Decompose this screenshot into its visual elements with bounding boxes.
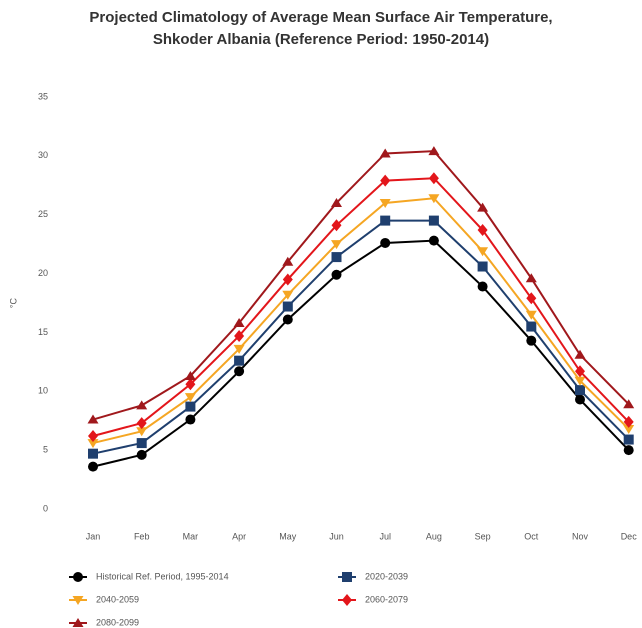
marker xyxy=(526,292,537,305)
marker xyxy=(136,438,147,449)
marker xyxy=(72,596,84,605)
marker xyxy=(331,197,342,207)
series-line xyxy=(92,197,630,445)
marker xyxy=(331,269,342,280)
marker xyxy=(88,448,98,459)
legend-label: Historical Ref. Period, 1995-2014 xyxy=(96,571,229,581)
marker xyxy=(575,385,585,396)
x-tick-label: Nov xyxy=(572,531,589,541)
marker xyxy=(623,434,634,445)
marker xyxy=(525,310,537,320)
marker xyxy=(428,215,439,226)
y-tick-label: 35 xyxy=(38,91,48,101)
marker xyxy=(477,281,488,292)
series-line xyxy=(92,177,630,437)
marker xyxy=(282,301,293,312)
marker xyxy=(87,439,99,449)
marker xyxy=(331,252,342,263)
x-tick-label: Apr xyxy=(232,531,246,541)
marker xyxy=(88,461,98,472)
marker xyxy=(380,215,391,226)
y-axis-label: °C xyxy=(8,297,18,308)
marker xyxy=(136,427,148,437)
x-tick-label: Dec xyxy=(621,531,638,541)
marker xyxy=(623,399,635,409)
marker xyxy=(380,237,391,248)
marker xyxy=(575,394,585,405)
marker xyxy=(526,321,537,332)
series-line xyxy=(92,239,630,468)
marker xyxy=(623,445,634,456)
marker xyxy=(331,219,342,232)
x-tick-label: Jan xyxy=(86,531,101,541)
marker xyxy=(477,247,489,257)
y-tick-label: 20 xyxy=(38,268,48,278)
x-tick-label: Feb xyxy=(134,531,150,541)
marker xyxy=(282,290,294,300)
y-tick-label: 10 xyxy=(38,386,48,396)
x-tick-label: Jul xyxy=(379,531,391,541)
marker xyxy=(477,202,489,212)
marker xyxy=(234,366,245,377)
marker xyxy=(379,148,391,158)
chart-title: Projected Climatology of Average Mean Su… xyxy=(89,9,552,26)
marker xyxy=(234,329,245,342)
marker xyxy=(87,414,99,424)
marker xyxy=(574,376,586,386)
marker xyxy=(526,335,537,346)
marker xyxy=(73,572,83,582)
marker xyxy=(136,417,147,430)
marker xyxy=(136,400,148,410)
legend-label: 2020-2039 xyxy=(365,571,408,581)
marker xyxy=(234,355,245,366)
y-tick-label: 5 xyxy=(43,445,48,455)
marker xyxy=(428,172,439,185)
y-tick-label: 25 xyxy=(38,209,48,219)
marker xyxy=(428,146,440,156)
marker xyxy=(477,224,488,237)
legend-label: 2080-2099 xyxy=(96,617,139,627)
marker xyxy=(623,415,634,428)
marker xyxy=(380,174,391,187)
marker xyxy=(282,273,293,286)
x-tick-label: Jun xyxy=(329,531,344,541)
y-tick-label: 30 xyxy=(38,150,48,160)
marker xyxy=(233,318,245,328)
x-tick-label: Oct xyxy=(524,531,539,541)
x-tick-label: Aug xyxy=(426,531,442,541)
marker xyxy=(184,370,196,380)
marker xyxy=(88,430,98,443)
marker xyxy=(72,618,84,627)
y-tick-label: 0 xyxy=(43,503,48,513)
marker xyxy=(428,194,440,204)
chart-title: Shkoder Albania (Reference Period: 1950-… xyxy=(153,31,489,48)
marker xyxy=(331,240,342,250)
marker xyxy=(185,401,196,412)
marker xyxy=(282,256,294,266)
marker xyxy=(342,594,352,606)
marker xyxy=(623,424,635,434)
marker xyxy=(525,273,537,283)
x-tick-label: Sep xyxy=(475,531,491,541)
legend-label: 2040-2059 xyxy=(96,594,139,604)
marker xyxy=(379,198,391,208)
marker xyxy=(136,449,147,460)
legend-label: 2060-2079 xyxy=(365,594,408,604)
marker xyxy=(185,378,196,391)
marker xyxy=(428,235,439,246)
marker xyxy=(233,344,245,354)
marker xyxy=(282,314,293,325)
x-tick-label: May xyxy=(279,531,297,541)
y-tick-label: 15 xyxy=(38,327,48,337)
series-line xyxy=(92,219,630,455)
x-tick-label: Mar xyxy=(183,531,199,541)
marker xyxy=(342,572,352,582)
marker xyxy=(574,349,586,359)
marker xyxy=(184,393,196,403)
series-line xyxy=(92,150,630,421)
marker xyxy=(185,414,196,425)
marker xyxy=(575,365,585,378)
marker xyxy=(477,261,488,272)
